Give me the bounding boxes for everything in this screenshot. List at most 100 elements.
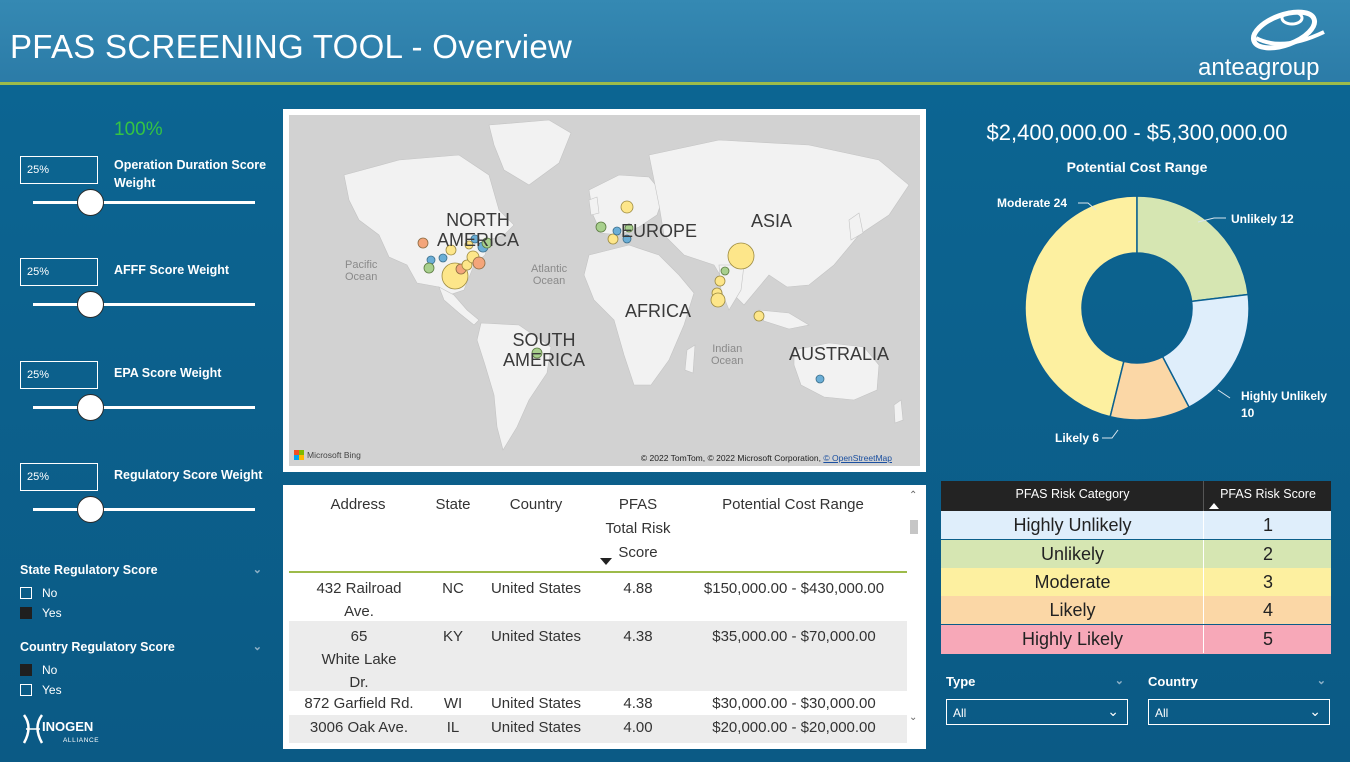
table-scrollbar[interactable]: ⌃ ⌄	[909, 490, 919, 730]
site-bubble[interactable]	[714, 275, 726, 287]
world-map[interactable]: NORTH AMERICA SOUTH AMERICA EUROPE AFRIC…	[289, 115, 920, 466]
column-separator	[1203, 540, 1204, 568]
filter-option-no[interactable]: No	[20, 583, 270, 603]
column-header-state[interactable]: State	[435, 496, 471, 513]
slider-track[interactable]	[33, 201, 255, 204]
chevron-down-icon[interactable]: ⌄	[252, 564, 262, 576]
leader-line	[1197, 217, 1226, 223]
site-bubbles[interactable]	[417, 200, 825, 384]
scroll-down-icon[interactable]: ⌄	[909, 712, 918, 723]
site-bubble[interactable]	[438, 253, 448, 263]
filter-option-yes[interactable]: Yes	[20, 680, 270, 700]
weight-input[interactable]: 25%	[20, 463, 98, 491]
cell-address: 872 Garfield Rd.	[304, 695, 414, 712]
checkbox[interactable]	[20, 684, 32, 696]
site-bubble[interactable]	[622, 234, 632, 244]
weight-epa: 25% EPA Score Weight	[20, 361, 270, 441]
risk-row-likely[interactable]: Likely 4	[941, 596, 1331, 624]
site-bubble[interactable]	[472, 256, 486, 270]
column-header-category[interactable]: PFAS Risk Category	[1015, 487, 1130, 501]
column-header-address[interactable]: Address	[330, 496, 386, 513]
total-cost-label: Potential Cost Range	[1066, 159, 1208, 175]
site-bubble[interactable]	[620, 200, 634, 214]
option-label: No	[42, 586, 58, 600]
site-bubble[interactable]	[612, 226, 622, 236]
slider-thumb[interactable]	[77, 189, 104, 216]
checkbox[interactable]	[20, 607, 32, 619]
country-filter-title: Country ⌄	[1148, 674, 1330, 694]
header-divider	[0, 82, 1350, 85]
slider-thumb[interactable]	[77, 394, 104, 421]
site-bubble[interactable]	[445, 244, 457, 256]
site-bubble[interactable]	[481, 237, 493, 249]
checkbox[interactable]	[20, 587, 32, 599]
filter-option-no[interactable]: No	[20, 660, 270, 680]
cell-address: 432 Railroad Ave.	[316, 580, 402, 620]
column-header-country[interactable]: Country	[509, 496, 563, 513]
risk-row-moderate[interactable]: Moderate 3	[941, 568, 1331, 596]
site-bubble[interactable]	[461, 259, 473, 271]
type-dropdown[interactable]: All ⌄	[946, 699, 1128, 725]
site-bubble[interactable]	[531, 347, 543, 359]
risk-category: Highly Unlikely	[1013, 515, 1132, 535]
risk-row-highly-unlikely[interactable]: Highly Unlikely 1	[941, 511, 1331, 539]
chevron-down-icon[interactable]: ⌄	[1107, 703, 1119, 719]
filter-option-yes[interactable]: Yes	[20, 603, 270, 623]
column-header-score[interactable]: PFAS Risk Score	[1220, 487, 1316, 501]
column-header-cost[interactable]: Potential Cost Range	[722, 496, 864, 513]
sort-asc-icon[interactable]	[1209, 503, 1219, 509]
weight-operation-duration: 25% Operation Duration Score Weight	[20, 156, 270, 236]
risk-donut-chart[interactable]	[990, 180, 1290, 460]
scroll-up-icon[interactable]: ⌃	[909, 490, 918, 501]
chevron-down-icon[interactable]: ⌄	[1316, 675, 1326, 687]
site-bubble[interactable]	[595, 221, 607, 233]
site-bubble[interactable]	[464, 240, 474, 250]
site-bubble[interactable]	[417, 237, 429, 249]
slider-track[interactable]	[33, 508, 255, 511]
chevron-down-icon[interactable]: ⌄	[1309, 703, 1321, 719]
slider-thumb[interactable]	[77, 496, 104, 523]
weight-input[interactable]: 25%	[20, 156, 98, 184]
type-filter: Type ⌄ All ⌄	[946, 674, 1128, 725]
site-bubble[interactable]	[815, 374, 825, 384]
cell-address: 65 White Lake Dr.	[321, 628, 397, 691]
chevron-down-icon[interactable]: ⌄	[252, 641, 262, 653]
site-bubble[interactable]	[624, 223, 634, 233]
weight-input[interactable]: 25%	[20, 258, 98, 286]
risk-row-unlikely[interactable]: Unlikely 2	[941, 540, 1331, 568]
microsoft-logo-icon	[294, 450, 304, 460]
sort-desc-icon[interactable]	[600, 558, 612, 565]
site-bubble[interactable]	[753, 310, 765, 322]
checkbox[interactable]	[20, 664, 32, 676]
risk-row-highly-likely[interactable]: Highly Likely 5	[941, 625, 1331, 654]
country-dropdown[interactable]: All ⌄	[1148, 699, 1330, 725]
weight-input[interactable]: 25%	[20, 361, 98, 389]
table-row[interactable]: 872 Garfield Rd. WI United States 4.38 $…	[289, 691, 907, 715]
cell-cost: $35,000.00 - $70,000.00	[712, 628, 876, 645]
slider-track[interactable]	[33, 406, 255, 409]
weight-afff: 25% AFFF Score Weight	[20, 258, 270, 338]
donut-slice-highly-unlikely[interactable]	[1161, 293, 1250, 409]
site-bubble[interactable]	[470, 234, 480, 244]
donut-slice-unlikely[interactable]	[1136, 195, 1250, 303]
donut-slice-moderate[interactable]	[1024, 195, 1138, 418]
column-header-score[interactable]: PFAS Total Risk Score	[605, 496, 671, 561]
donut-slice-likely[interactable]	[1109, 355, 1191, 421]
state-regulatory-filter: State Regulatory Score ⌄ No Yes	[20, 563, 270, 623]
site-bubble[interactable]	[423, 262, 435, 274]
slider-track[interactable]	[33, 303, 255, 306]
site-bubble[interactable]	[720, 266, 730, 276]
inogen-logo: INOGEN ALLIANCE	[22, 713, 132, 749]
site-bubble[interactable]	[607, 233, 619, 245]
site-bubble[interactable]	[710, 292, 726, 308]
table-row[interactable]: 3006 Oak Ave. IL United States 4.00 $20,…	[289, 715, 907, 743]
slider-thumb[interactable]	[77, 291, 104, 318]
cell-score: 4.38	[623, 695, 653, 712]
openstreetmap-link[interactable]: © OpenStreetMap	[823, 453, 892, 463]
table-row[interactable]: 432 Railroad Ave. NC United States 4.88 …	[289, 573, 907, 621]
site-bubble[interactable]	[727, 242, 755, 270]
chevron-down-icon[interactable]: ⌄	[1114, 675, 1124, 687]
scroll-thumb[interactable]	[910, 520, 918, 534]
table-row[interactable]: 65 White Lake Dr. KY United States 4.38 …	[289, 621, 907, 691]
antea-logo: anteagroup	[1196, 6, 1338, 81]
